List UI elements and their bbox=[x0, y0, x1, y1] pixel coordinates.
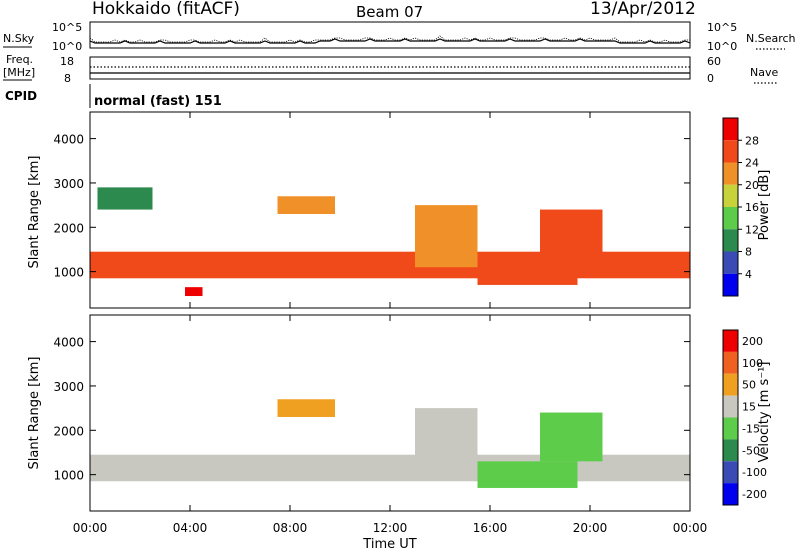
velocity-axis: 1000 2000 3000 4000 bbox=[53, 336, 690, 483]
power-colorbar-label: Power [dB] bbox=[757, 170, 772, 241]
power-axis: 1000 2000 3000 4000 bbox=[53, 133, 690, 280]
nave-label: Nave bbox=[750, 66, 778, 79]
heatmap-region-1 bbox=[415, 408, 478, 471]
colorbar-segment-6 bbox=[723, 461, 738, 484]
heatmap-region-2 bbox=[477, 461, 578, 488]
noise-right-tick-top: 10^5 bbox=[707, 21, 737, 34]
x-tick-label-0: 00:00 bbox=[73, 521, 108, 535]
freq-left-tick-bottom: 8 bbox=[64, 72, 71, 85]
heatmap-region-4 bbox=[277, 399, 335, 417]
colorbar-tick-label-5: 24 bbox=[745, 157, 759, 170]
colorbar-segment-5 bbox=[723, 439, 738, 462]
cpid-label: CPID bbox=[5, 89, 37, 103]
noise-strip-frame bbox=[89, 21, 691, 49]
time-xlabel: Time UT bbox=[362, 537, 416, 552]
colorbar-segment-0 bbox=[723, 118, 738, 141]
colorbar-tick-label-0: 200 bbox=[742, 335, 763, 348]
colorbar-tick-label-6: -100 bbox=[742, 466, 767, 479]
x-tick-label-4: 16:00 bbox=[473, 521, 508, 535]
y-tick-label-3: 4000 bbox=[53, 133, 84, 147]
y-tick-label-1: 2000 bbox=[53, 221, 84, 235]
colorbar-segment-3 bbox=[723, 395, 738, 418]
x-tick-label-1: 04:00 bbox=[173, 521, 208, 535]
heatmap-region-4 bbox=[540, 209, 603, 259]
noise-strip: N.Sky 10^5 10^0 10^5 10^0 N.Search bbox=[3, 21, 796, 53]
y-tick-label-1: 2000 bbox=[53, 424, 84, 438]
colorbar-tick-label-7: -200 bbox=[742, 488, 767, 501]
velocity-ylabel: Slant Range [km] bbox=[27, 357, 42, 470]
cpid-strip: CPID normal (fast) 151 bbox=[5, 84, 222, 109]
colorbar-tick-label-3: 16 bbox=[745, 201, 759, 214]
nave-right-tick-top: 60 bbox=[707, 55, 721, 68]
power-heatmap bbox=[90, 187, 690, 297]
colorbar-segment-7 bbox=[723, 273, 738, 296]
freq-left-tick-top: 18 bbox=[60, 55, 74, 68]
colorbar-tick-label-1: 100 bbox=[742, 357, 763, 370]
colorbar-segment-1 bbox=[723, 140, 738, 163]
noise-right-tick-bottom: 10^0 bbox=[707, 40, 737, 53]
heatmap-region-3 bbox=[540, 412, 603, 462]
station-title: Hokkaido (fitACF) bbox=[92, 0, 240, 19]
colorbar-segment-7 bbox=[723, 483, 738, 505]
x-tick-label-6: 00:00 bbox=[673, 521, 708, 535]
colorbar-segment-3 bbox=[723, 184, 738, 207]
colorbar-segment-1 bbox=[723, 351, 738, 374]
power-panel: 1000 2000 3000 4000 Slant Range [km] bbox=[27, 111, 691, 309]
x-tick-label-5: 20:00 bbox=[573, 521, 608, 535]
y-tick-label-3: 4000 bbox=[53, 336, 84, 350]
velocity-heatmap bbox=[90, 399, 690, 488]
colorbar-tick-label-3: 15 bbox=[742, 401, 756, 414]
freq-strip: Freq. [MHz] 18 8 60 0 Nave bbox=[3, 53, 778, 85]
noise-left-tick-bottom: 10^0 bbox=[52, 40, 82, 53]
nsearch-label: N.Search bbox=[746, 32, 796, 45]
colorbar-segment-2 bbox=[723, 373, 738, 396]
colorbar-tick-label-0: 4 bbox=[745, 268, 752, 281]
power-colorbar: Power [dB] 4 8 12 16 20 24 28 bbox=[722, 117, 772, 297]
colorbar-tick-label-5: -50 bbox=[742, 444, 760, 457]
colorbar-segment-2 bbox=[723, 162, 738, 185]
heatmap-region-5 bbox=[97, 187, 153, 210]
heatmap-region-3 bbox=[477, 258, 578, 285]
freq-label-2: [MHz] bbox=[3, 66, 35, 79]
velocity-colorbar-label: Velocity [m s⁻¹] bbox=[757, 362, 772, 463]
y-tick-label-0: 1000 bbox=[53, 469, 84, 483]
freq-label-1: Freq. bbox=[6, 53, 33, 66]
colorbar-frame bbox=[722, 329, 739, 506]
colorbar-segment-4 bbox=[723, 417, 738, 440]
nsky-trace bbox=[89, 38, 691, 44]
colorbar-segment-5 bbox=[723, 229, 738, 252]
date-title: 13/Apr/2012 bbox=[590, 0, 696, 19]
colorbar-tick-label-4: 20 bbox=[745, 179, 759, 192]
colorbar-tick-label-1: 8 bbox=[745, 246, 752, 259]
heatmap-region-6 bbox=[277, 196, 335, 214]
colorbar-tick-label-2: 12 bbox=[745, 223, 759, 236]
x-tick-label-3: 12:00 bbox=[373, 521, 408, 535]
colorbar-tick-label-4: -15 bbox=[742, 422, 760, 435]
velocity-colorbar: Velocity [m s⁻¹] 200 100 50 15 -15 -50 -100 -20… bbox=[722, 329, 772, 506]
freq-strip-frame bbox=[89, 56, 691, 80]
y-tick-label-2: 3000 bbox=[53, 380, 84, 394]
noise-left-tick-top: 10^5 bbox=[52, 21, 82, 34]
heatmap-region-1 bbox=[185, 287, 203, 297]
beam-title: Beam 07 bbox=[356, 3, 423, 21]
colorbar-tick-label-2: 50 bbox=[742, 379, 756, 392]
x-tick-label-2: 08:00 bbox=[273, 521, 308, 535]
nave-right-tick-bottom: 0 bbox=[707, 72, 714, 85]
colorbar-segment-6 bbox=[723, 251, 738, 274]
y-tick-label-2: 3000 bbox=[53, 177, 84, 191]
y-tick-label-0: 1000 bbox=[53, 266, 84, 280]
colorbar-tick-label-6: 28 bbox=[745, 134, 759, 147]
cpid-value: normal (fast) 151 bbox=[94, 94, 222, 109]
colorbar-segment-4 bbox=[723, 207, 738, 230]
time-axis: 00:00 04:00 08:00 12:00 16:00 20:00 00:00 bbox=[73, 112, 708, 535]
nsky-label: N.Sky bbox=[3, 32, 35, 45]
colorbar-segment-0 bbox=[723, 330, 738, 352]
power-ylabel: Slant Range [km] bbox=[27, 156, 42, 269]
heatmap-region-2 bbox=[415, 205, 478, 268]
